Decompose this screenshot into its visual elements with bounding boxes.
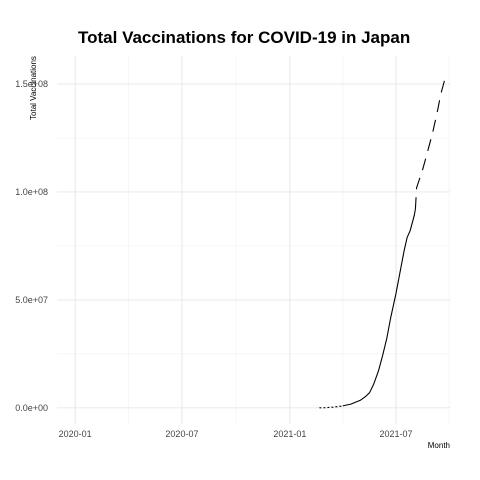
grid xyxy=(57,56,450,424)
data-line xyxy=(317,73,448,409)
chart-title: Total Vaccinations for COVID-19 in Japan xyxy=(78,28,410,47)
x-tick-label: 2020-07 xyxy=(165,429,198,439)
y-tick-label: 1.5e+08 xyxy=(15,79,48,89)
series-line xyxy=(317,209,416,409)
y-tick-label: 5.0e+07 xyxy=(15,295,48,305)
x-tick-label: 2021-01 xyxy=(273,429,306,439)
y-tick-label: 0.0e+00 xyxy=(15,403,48,413)
y-tick-label: 1.0e+08 xyxy=(15,187,48,197)
series-line-gap-mask xyxy=(317,405,343,409)
ticks: 2020-01 2020-07 2021-01 2021-07 0.0e+00 5.0e+… xyxy=(15,79,412,439)
x-tick-label: 2020-01 xyxy=(59,429,92,439)
x-tick-label: 2021-07 xyxy=(380,429,413,439)
y-axis-label: Total Vaccinations xyxy=(29,56,38,120)
x-axis-label: Month xyxy=(428,441,450,450)
series-line-sparse xyxy=(414,73,448,210)
